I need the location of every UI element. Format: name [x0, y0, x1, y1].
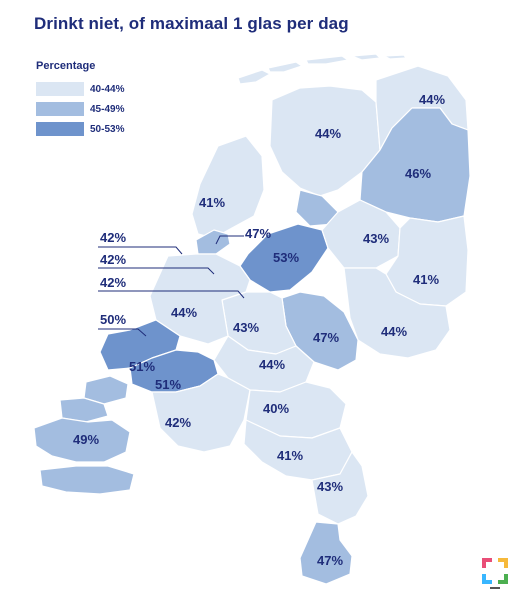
region-zeeland-flanders — [39, 465, 135, 495]
region-label: 43% — [363, 231, 389, 246]
region-label: 49% — [73, 432, 99, 447]
legend-item-light: 40-44% — [36, 80, 124, 98]
region-label: 51% — [155, 377, 181, 392]
region-label: 47% — [313, 330, 339, 345]
region-label: 41% — [199, 195, 225, 210]
region-label: 51% — [129, 359, 155, 374]
region-label: 40% — [263, 401, 289, 416]
callout-label: 42% — [100, 230, 126, 245]
region-noord-holland-north — [191, 135, 265, 239]
region-label: 44% — [259, 357, 285, 372]
region-label: 46% — [405, 166, 431, 181]
legend-label: 40-44% — [90, 83, 125, 95]
legend-item-dark: 50-53% — [36, 120, 124, 138]
callout-label: 50% — [100, 312, 126, 327]
callout-label: 42% — [100, 275, 126, 290]
region-label: 41% — [413, 272, 439, 287]
legend-label: 50-53% — [90, 123, 125, 135]
callout-label: 42% — [100, 252, 126, 267]
region-label: 44% — [381, 324, 407, 339]
region-label: 43% — [317, 479, 343, 494]
wadden-island — [383, 54, 407, 60]
legend: Percentage 40-44% 45-49% 50-53% — [36, 60, 124, 140]
callout-line — [98, 328, 147, 337]
wadden-island — [305, 55, 349, 65]
region-brabant-west — [151, 373, 251, 453]
callout-lines — [98, 235, 245, 337]
wadden-island — [351, 53, 381, 61]
brand-logo-icon — [482, 558, 508, 589]
region-label: 42% — [165, 415, 191, 430]
region-label: 41% — [277, 448, 303, 463]
legend-swatch-medium — [36, 102, 84, 116]
region-zeeland — [33, 417, 131, 463]
wadden-island — [237, 69, 271, 85]
region-limburg-north — [311, 451, 369, 525]
region-label: 44% — [315, 126, 341, 141]
region-label: 47% — [245, 226, 271, 241]
legend-title: Percentage — [36, 60, 96, 72]
callout-line — [98, 267, 215, 275]
callout-line — [215, 235, 244, 245]
callout-line — [98, 290, 245, 299]
region-label: 47% — [317, 553, 343, 568]
legend-item-medium: 45-49% — [36, 100, 124, 118]
region-label: 44% — [171, 305, 197, 320]
callout-line — [98, 246, 183, 255]
legend-swatch-dark — [36, 122, 84, 136]
region-label: 43% — [233, 320, 259, 335]
region-label: 44% — [419, 92, 445, 107]
wadden-island — [267, 61, 303, 73]
region-label: 53% — [273, 250, 299, 265]
map-title: Drinkt niet, of maximaal 1 glas per dag — [34, 14, 349, 33]
legend-swatch-light — [36, 82, 84, 96]
region-limburg-south — [299, 521, 353, 585]
legend-label: 45-49% — [90, 103, 125, 115]
